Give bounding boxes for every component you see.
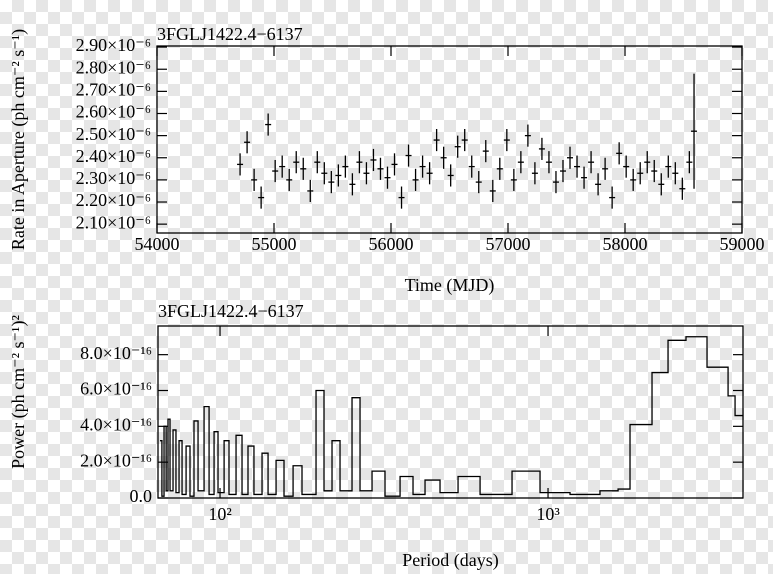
y-tick-label: 0.0 xyxy=(130,486,153,506)
x-axis-title: Period (days) xyxy=(402,550,498,571)
x-tick-label: 54000 xyxy=(135,234,180,254)
y-tick-label: 2.70×10⁻⁶ xyxy=(76,79,151,99)
x-tick-label: 10² xyxy=(208,504,231,524)
y-tick-label: 6.0×10⁻¹⁶ xyxy=(80,379,152,399)
y-tick-label: 8.0×10⁻¹⁶ xyxy=(80,343,152,363)
y-tick-label: 2.60×10⁻⁶ xyxy=(76,102,151,122)
plot-frame xyxy=(156,45,743,234)
y-tick-label: 2.0×10⁻¹⁶ xyxy=(80,450,152,470)
panel-title: 3FGLJ1422.4−6137 xyxy=(158,301,304,321)
y-tick-label: 2.90×10⁻⁶ xyxy=(76,35,151,55)
x-axis-title: Time (MJD) xyxy=(405,275,495,296)
x-tick-label: 57000 xyxy=(486,234,531,254)
panel-title: 3FGLJ1422.4−6137 xyxy=(157,24,303,44)
periodogram-line xyxy=(159,336,743,497)
y-tick-label: 2.30×10⁻⁶ xyxy=(76,168,151,188)
x-tick-label: 10³ xyxy=(536,504,560,524)
x-tick-label: 56000 xyxy=(369,234,414,254)
y-tick-label: 2.80×10⁻⁶ xyxy=(76,57,151,77)
y-tick-label: 4.0×10⁻¹⁶ xyxy=(80,414,152,434)
y-tick-label: 2.20×10⁻⁶ xyxy=(76,190,151,210)
x-tick-label: 58000 xyxy=(603,234,648,254)
y-axis-title: Rate in Aperture (ph cm⁻² s⁻¹) xyxy=(8,29,29,250)
y-axis-title: Power (ph cm⁻² s⁻¹)² xyxy=(8,315,29,469)
x-tick-label: 59000 xyxy=(720,234,765,254)
y-tick-label: 2.10×10⁻⁶ xyxy=(76,212,151,232)
plot-frame xyxy=(157,325,744,499)
y-tick-label: 2.50×10⁻⁶ xyxy=(76,124,151,144)
x-tick-label: 55000 xyxy=(252,234,297,254)
y-tick-label: 2.40×10⁻⁶ xyxy=(76,146,151,166)
